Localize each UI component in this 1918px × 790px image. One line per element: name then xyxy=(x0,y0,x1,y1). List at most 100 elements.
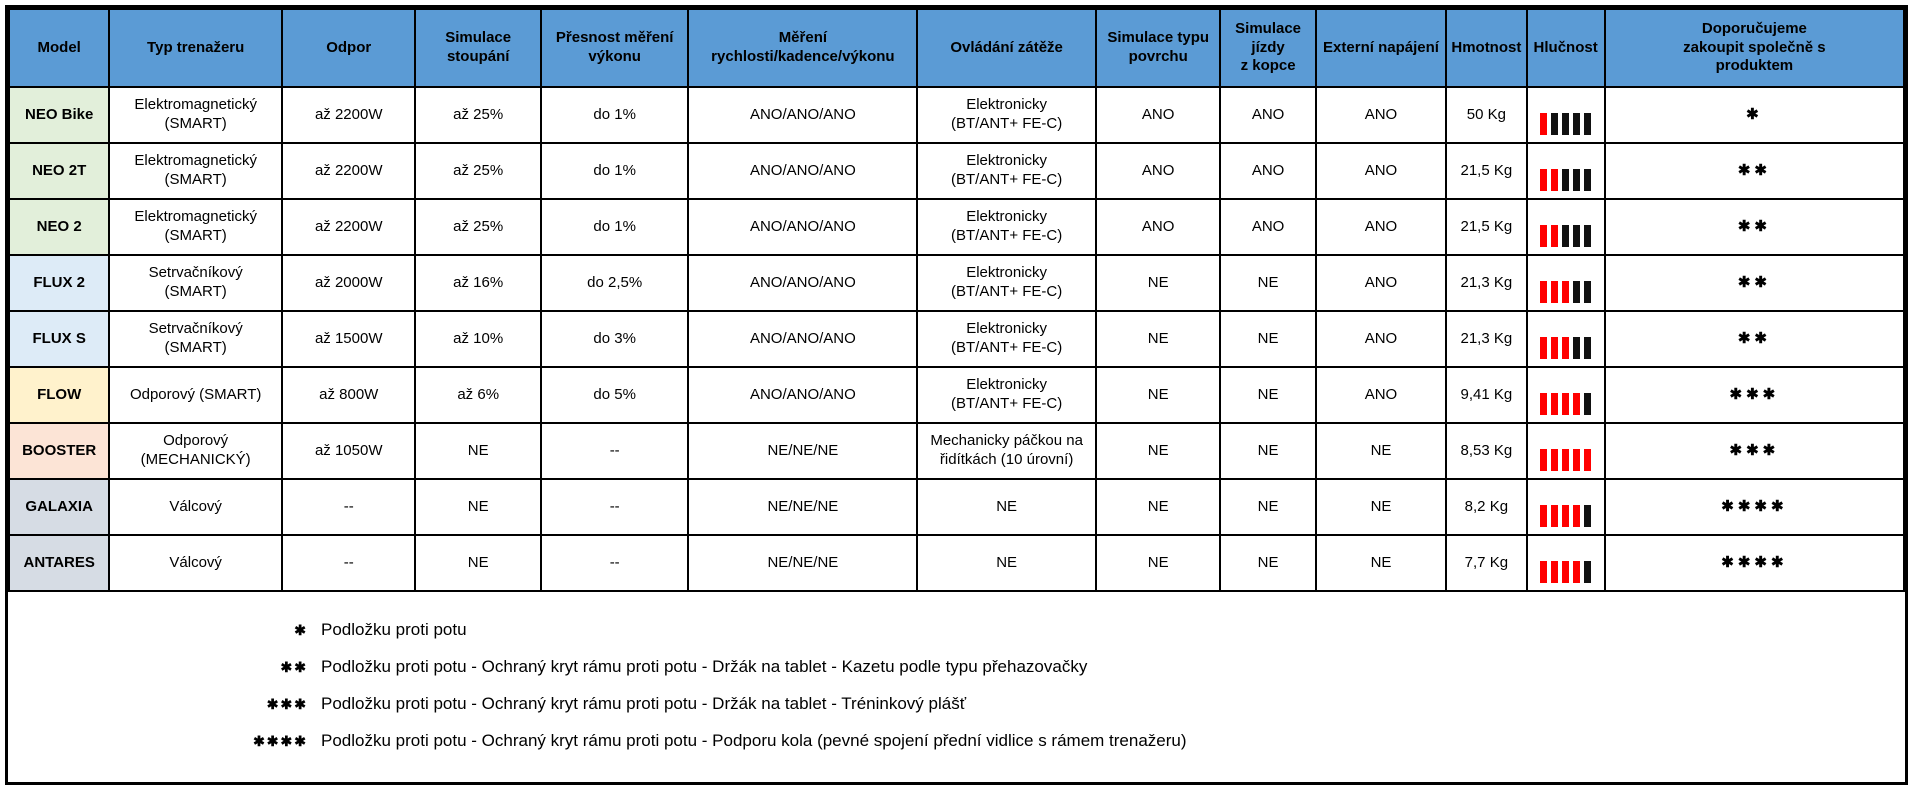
speed-cadence-power-measurement-cell: ANO/ANO/ANO xyxy=(687,254,919,312)
surface-simulation-cell: ANO xyxy=(1094,142,1222,200)
noise-bar-inactive-icon xyxy=(1584,281,1592,304)
noise-bar-inactive-icon xyxy=(1584,561,1592,584)
noise-level-cell xyxy=(1525,254,1606,312)
power-accuracy-cell: do 1% xyxy=(539,198,690,256)
model-cell: BOOSTER xyxy=(7,422,111,480)
noise-bar-active-icon xyxy=(1540,505,1548,528)
weight-cell: 8,2 Kg xyxy=(1445,478,1528,536)
speed-cadence-power-measurement-cell: ANO/ANO/ANO xyxy=(687,86,919,144)
model-cell: ANTARES xyxy=(7,534,111,592)
speed-cadence-power-measurement-cell: ANO/ANO/ANO xyxy=(687,198,919,256)
noise-bar-active-icon xyxy=(1562,449,1570,472)
load-control-cell: Elektronicky (BT/ANT+ FE-C) xyxy=(916,198,1097,256)
trainer-comparison-table: Model Typ trenažeru Odpor Simulace stoupání… xyxy=(7,8,1906,592)
footnote-line: ✱✱ Podložku proti potu - Ochraný kryt rá… xyxy=(8,657,1905,677)
table-header-row: Model Typ trenažeru Odpor Simulace stoupání… xyxy=(7,8,1906,88)
noise-bar-active-icon xyxy=(1540,337,1548,360)
noise-bar-inactive-icon xyxy=(1573,225,1581,248)
noise-bar-active-icon xyxy=(1540,113,1548,136)
load-control-cell: Elektronicky (BT/ANT+ FE-C) xyxy=(916,86,1097,144)
column-header-stoupani: Simulace stoupání xyxy=(414,8,542,88)
noise-bar-active-icon xyxy=(1551,561,1559,584)
surface-simulation-cell: NE xyxy=(1094,422,1222,480)
load-control-cell: NE xyxy=(916,534,1097,592)
surface-simulation-cell: NE xyxy=(1094,310,1222,368)
trainer-type-cell: Válcový xyxy=(108,534,283,592)
external-power-cell: NE xyxy=(1314,478,1448,536)
downhill-simulation-cell: NE xyxy=(1219,422,1317,480)
column-header-ovladani: Ovládání zátěže xyxy=(916,8,1097,88)
external-power-cell: ANO xyxy=(1314,86,1448,144)
power-accuracy-cell: do 3% xyxy=(539,310,690,368)
column-header-hlucnost: Hlučnost xyxy=(1525,8,1606,88)
noise-level-indicator xyxy=(1540,113,1592,136)
recommended-bundle-cell: ✱✱✱ xyxy=(1603,422,1906,480)
noise-bar-active-icon xyxy=(1540,449,1548,472)
column-header-odpor: Odpor xyxy=(280,8,417,88)
noise-bar-active-icon xyxy=(1573,561,1581,584)
surface-simulation-cell: NE xyxy=(1094,254,1222,312)
noise-level-cell xyxy=(1525,478,1606,536)
resistance-cell: až 2000W xyxy=(280,254,417,312)
noise-level-indicator xyxy=(1540,169,1592,192)
noise-bar-inactive-icon xyxy=(1584,393,1592,416)
power-accuracy-cell: -- xyxy=(539,422,690,480)
weight-cell: 21,3 Kg xyxy=(1445,310,1528,368)
downhill-simulation-cell: ANO xyxy=(1219,142,1317,200)
load-control-cell: Elektronicky (BT/ANT+ FE-C) xyxy=(916,366,1097,424)
speed-cadence-power-measurement-cell: NE/NE/NE xyxy=(687,534,919,592)
speed-cadence-power-measurement-cell: ANO/ANO/ANO xyxy=(687,310,919,368)
noise-level-cell xyxy=(1525,366,1606,424)
noise-bar-active-icon xyxy=(1551,281,1559,304)
noise-level-cell xyxy=(1525,422,1606,480)
downhill-simulation-cell: NE xyxy=(1219,310,1317,368)
table-row: NEO 2 Elektromagnetický (SMART) až 2200W… xyxy=(7,198,1906,256)
footnote-asterisk-marker: ✱ xyxy=(294,622,308,638)
incline-simulation-cell: NE xyxy=(414,534,542,592)
incline-simulation-cell: až 25% xyxy=(414,86,542,144)
downhill-simulation-cell: NE xyxy=(1219,478,1317,536)
resistance-cell: až 2200W xyxy=(280,86,417,144)
load-control-cell: NE xyxy=(916,478,1097,536)
trainer-type-cell: Elektromagnetický (SMART) xyxy=(108,86,283,144)
external-power-cell: ANO xyxy=(1314,142,1448,200)
model-cell: FLUX 2 xyxy=(7,254,111,312)
external-power-cell: NE xyxy=(1314,534,1448,592)
recommended-bundle-cell: ✱✱✱✱ xyxy=(1603,478,1906,536)
external-power-cell: ANO xyxy=(1314,310,1448,368)
weight-cell: 9,41 Kg xyxy=(1445,366,1528,424)
incline-simulation-cell: NE xyxy=(414,478,542,536)
noise-level-indicator xyxy=(1540,281,1592,304)
load-control-cell: Elektronicky (BT/ANT+ FE-C) xyxy=(916,310,1097,368)
external-power-cell: ANO xyxy=(1314,198,1448,256)
noise-bar-inactive-icon xyxy=(1551,113,1559,136)
noise-level-cell xyxy=(1525,198,1606,256)
footnote-line: ✱ Podložku proti potu xyxy=(8,620,1905,640)
noise-bar-active-icon xyxy=(1562,505,1570,528)
noise-bar-active-icon xyxy=(1573,449,1581,472)
resistance-cell: až 2200W xyxy=(280,142,417,200)
load-control-cell: Elektronicky (BT/ANT+ FE-C) xyxy=(916,142,1097,200)
incline-simulation-cell: až 25% xyxy=(414,198,542,256)
weight-cell: 21,5 Kg xyxy=(1445,142,1528,200)
noise-level-indicator xyxy=(1540,225,1592,248)
recommended-bundle-cell: ✱✱✱✱ xyxy=(1603,534,1906,592)
resistance-cell: až 800W xyxy=(280,366,417,424)
table-row: NEO 2T Elektromagnetický (SMART) až 2200… xyxy=(7,142,1906,200)
downhill-simulation-cell: NE xyxy=(1219,366,1317,424)
noise-bar-active-icon xyxy=(1551,225,1559,248)
recommended-bundle-cell: ✱✱ xyxy=(1603,198,1906,256)
load-control-cell: Mechanicky páčkou na řidítkách (10 úrovn… xyxy=(916,422,1097,480)
power-accuracy-cell: do 1% xyxy=(539,86,690,144)
model-cell: FLUX S xyxy=(7,310,111,368)
model-cell: NEO 2 xyxy=(7,198,111,256)
noise-bar-active-icon xyxy=(1540,225,1548,248)
power-accuracy-cell: -- xyxy=(539,478,690,536)
noise-bar-active-icon xyxy=(1562,561,1570,584)
speed-cadence-power-measurement-cell: NE/NE/NE xyxy=(687,478,919,536)
downhill-simulation-cell: ANO xyxy=(1219,198,1317,256)
surface-simulation-cell: ANO xyxy=(1094,198,1222,256)
noise-bar-inactive-icon xyxy=(1562,169,1570,192)
recommended-bundle-cell: ✱✱ xyxy=(1603,254,1906,312)
noise-bar-inactive-icon xyxy=(1584,337,1592,360)
